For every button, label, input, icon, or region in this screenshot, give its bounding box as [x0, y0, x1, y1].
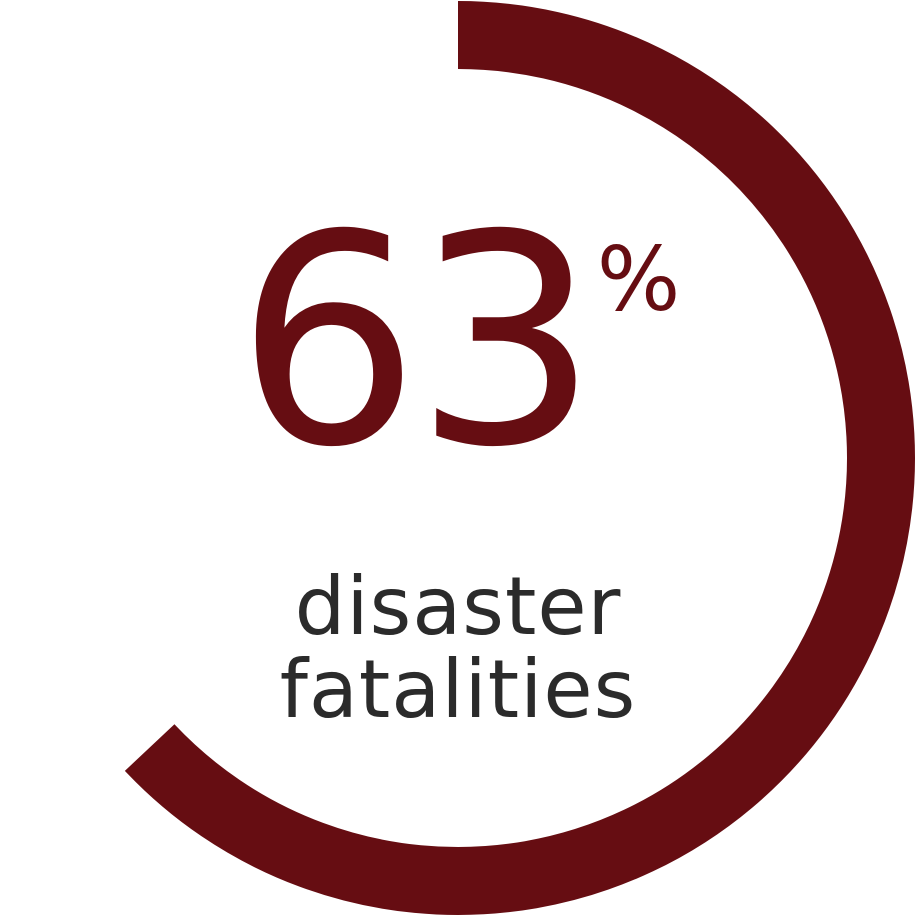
progress-arc — [124, 1, 915, 915]
stat-unit: % — [596, 228, 681, 331]
stat-value: 63% — [0, 198, 916, 488]
caption-line-1: disaster — [294, 560, 622, 653]
caption-line-2: fatalities — [279, 643, 637, 736]
stat-number: 63 — [235, 174, 599, 511]
